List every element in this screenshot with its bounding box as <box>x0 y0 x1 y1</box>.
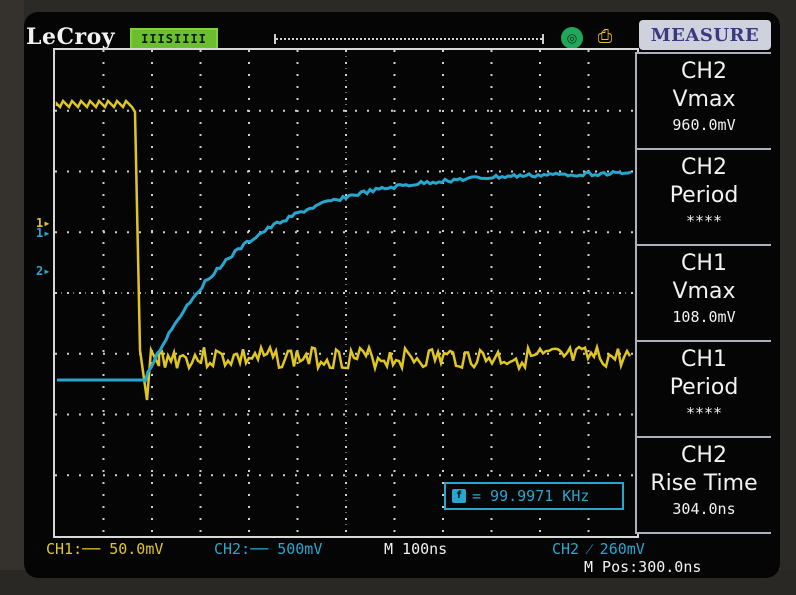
ch1-ref-marker[interactable]: 1▸ <box>36 226 51 240</box>
measure-slot-3[interactable]: CH1 Vmax 108.0mV <box>635 244 771 342</box>
ch1-level-marker[interactable]: 1▸ <box>36 216 51 230</box>
ch2-waveform <box>57 169 632 383</box>
measure-value: **** <box>685 212 723 230</box>
measure-value: 960.0mV <box>672 116 736 134</box>
measure-menu-title[interactable]: MEASURE <box>639 20 771 50</box>
measure-type: Vmax <box>672 87 736 112</box>
measure-panel: CH2 Vmax 960.0mV CH2 Period **** CH1 Vma… <box>635 52 771 534</box>
measure-channel: CH1 <box>681 251 727 276</box>
measure-slot-4[interactable]: CH1 Period **** <box>635 340 771 438</box>
ch1-scale[interactable]: CH1:── 50.0mV <box>46 540 164 558</box>
horizontal-position[interactable]: M Pos:300.0ns <box>584 558 702 576</box>
timebase-scale[interactable]: M 100ns <box>384 540 448 558</box>
trigger-setting[interactable]: CH2 ⁄ 260mV <box>552 540 645 558</box>
measure-slot-2[interactable]: CH2 Period **** <box>635 148 771 246</box>
bottom-status-bar: CH1:── 50.0mV CH2:── 500mV M 100ns CH2 ⁄… <box>24 534 780 578</box>
measure-channel: CH2 <box>681 443 727 468</box>
print-icon[interactable]: ⎙ <box>597 26 613 47</box>
measure-slot-1[interactable]: CH2 Vmax 960.0mV <box>635 52 771 150</box>
measure-channel: CH2 <box>681 59 727 84</box>
circle-status-icon[interactable]: ◎ <box>561 27 583 49</box>
measure-type: Period <box>669 183 739 208</box>
frequency-value: = 99.9971 KHz <box>472 487 590 505</box>
measure-value: **** <box>685 404 723 422</box>
measure-value: 304.0ns <box>672 500 736 518</box>
brand-logo: LeCroy <box>26 24 116 50</box>
memory-position-bar: ⏚ <box>274 30 660 44</box>
waveform-svg <box>55 50 637 536</box>
oscilloscope-screen: LeCroy IIISIIII ⏚ ◎ ⎙ MEASURE ▼ 1▸ 1▸ 2▸… <box>24 12 780 578</box>
ch1-waveform <box>55 98 632 401</box>
scope-bezel-right <box>780 0 796 595</box>
ch2-level-marker[interactable]: 2▸ <box>36 264 51 278</box>
measure-type: Rise Time <box>650 471 758 496</box>
measure-type: Period <box>669 375 739 400</box>
ch2-scale[interactable]: CH2:── 500mV <box>214 540 323 558</box>
measure-channel: CH2 <box>681 155 727 180</box>
measure-channel: CH1 <box>681 347 727 372</box>
scope-bezel-left <box>0 0 24 595</box>
frequency-icon: f <box>452 489 466 503</box>
frequency-counter: f = 99.9971 KHz <box>444 482 624 510</box>
measure-type: Vmax <box>672 279 736 304</box>
measure-slot-5[interactable]: CH2 Rise Time 304.0ns <box>635 436 771 534</box>
measure-value: 108.0mV <box>672 308 736 326</box>
waveform-display <box>53 48 639 538</box>
acquisition-status-badge: IIISIIII <box>130 28 218 50</box>
